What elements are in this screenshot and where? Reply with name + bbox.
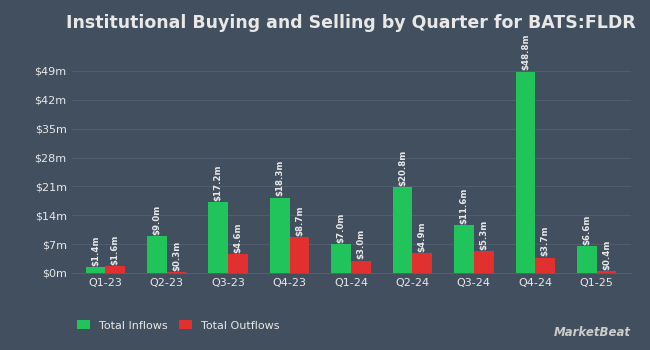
Bar [270,197,289,273]
Text: $4.6m: $4.6m [233,222,242,253]
Text: $7.0m: $7.0m [337,212,346,243]
Text: $11.6m: $11.6m [460,188,469,224]
Bar [166,272,187,273]
Text: $3.0m: $3.0m [356,229,365,259]
Text: $1.4m: $1.4m [91,236,100,266]
Bar [289,237,309,273]
Text: $20.8m: $20.8m [398,150,407,186]
Bar [351,261,370,273]
Bar [597,271,616,273]
Text: MarketBeat: MarketBeat [554,327,630,340]
Bar [228,254,248,273]
Bar [413,253,432,273]
Text: $3.7m: $3.7m [541,226,550,257]
Text: $9.0m: $9.0m [152,204,161,234]
Text: $18.3m: $18.3m [275,160,284,196]
Bar [86,267,105,273]
Bar [454,225,474,273]
Text: $0.3m: $0.3m [172,240,181,271]
Bar [147,236,166,273]
Text: $4.9m: $4.9m [418,221,427,252]
Legend: Total Inflows, Total Outflows: Total Inflows, Total Outflows [77,320,280,331]
Bar [536,258,555,273]
Bar [474,251,493,273]
Text: $48.8m: $48.8m [521,34,530,70]
Bar [105,266,125,273]
Text: $17.2m: $17.2m [214,164,223,201]
Text: $6.6m: $6.6m [582,214,592,245]
Text: $1.6m: $1.6m [111,235,120,265]
Bar [393,187,413,273]
Bar [209,202,228,273]
Text: $0.4m: $0.4m [602,240,611,270]
Bar [515,72,536,273]
Bar [332,244,351,273]
Title: Institutional Buying and Selling by Quarter for BATS:FLDR: Institutional Buying and Selling by Quar… [66,14,636,32]
Text: $8.7m: $8.7m [295,205,304,236]
Text: $5.3m: $5.3m [479,220,488,250]
Bar [577,246,597,273]
